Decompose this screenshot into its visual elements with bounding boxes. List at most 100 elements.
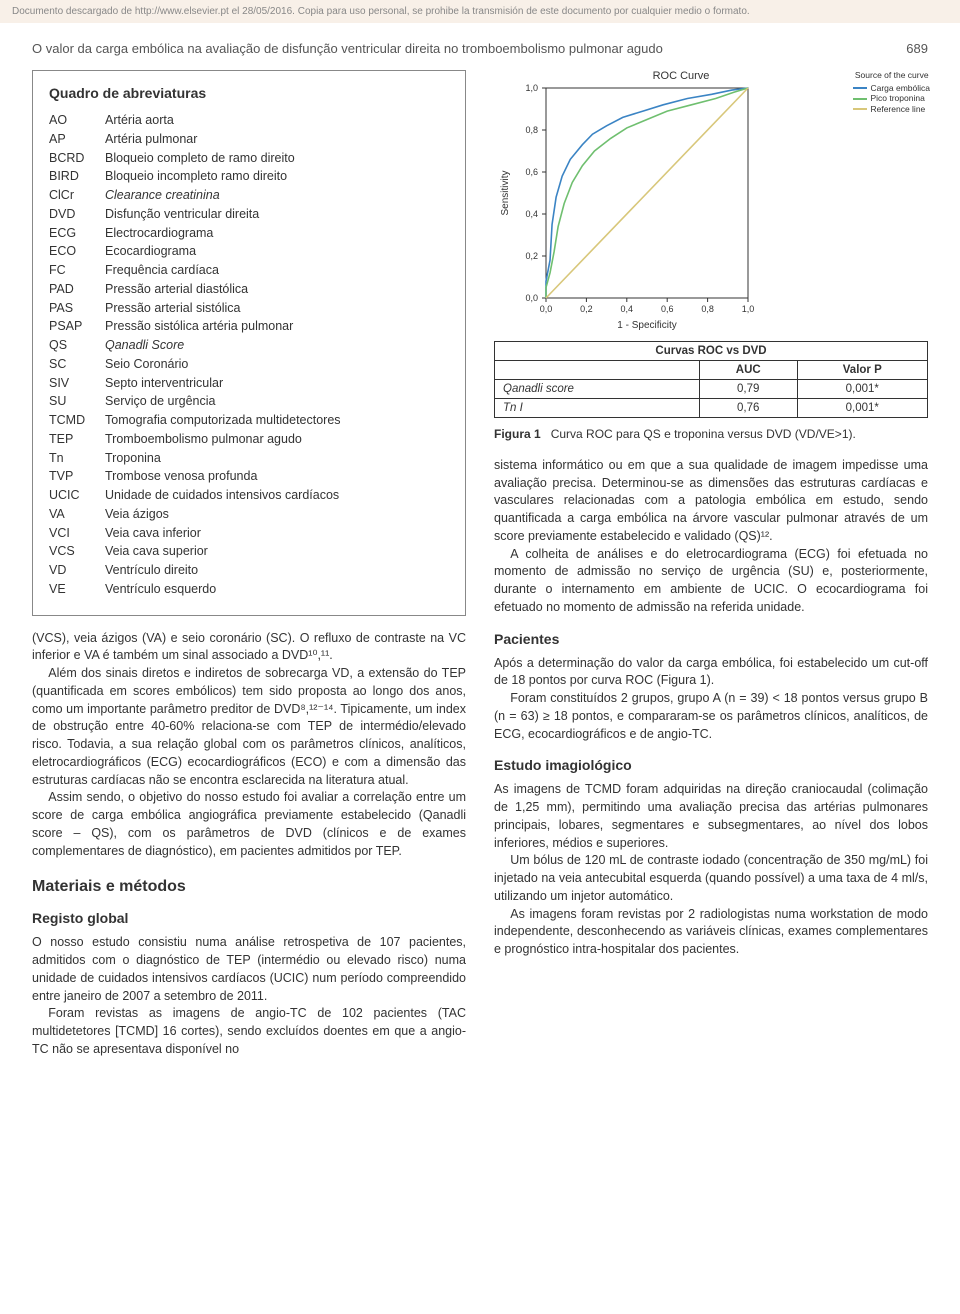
roc-table-header: AUC — [699, 361, 797, 380]
abbrev-key: VCS — [49, 542, 105, 561]
legend-swatch — [853, 108, 867, 110]
abbrev-key: UCIC — [49, 486, 105, 505]
body-paragraph: Foram revistas as imagens de angio-TC de… — [32, 1005, 466, 1058]
legend-label: Pico troponina — [870, 93, 924, 104]
roc-table-title: Curvas ROC vs DVD — [495, 342, 928, 361]
abbrev-row: DVDDisfunção ventricular direita — [49, 205, 449, 224]
abbrev-key: TEP — [49, 430, 105, 449]
abbrev-def: Artéria pulmonar — [105, 130, 449, 149]
abbrev-def: Electrocardiograma — [105, 224, 449, 243]
roc-table-cell: Tn I — [495, 399, 700, 418]
figure-1-caption: Figura 1 Curva ROC para QS e troponina v… — [494, 426, 928, 443]
abbrev-def: Veia ázigos — [105, 505, 449, 524]
svg-text:1 - Specificity: 1 - Specificity — [617, 320, 676, 331]
abbrev-def: Ventrículo direito — [105, 561, 449, 580]
abbrev-key: VE — [49, 580, 105, 599]
abbrev-def: Ventrículo esquerdo — [105, 580, 449, 599]
svg-text:0,6: 0,6 — [661, 304, 674, 314]
abbrev-key: BIRD — [49, 167, 105, 186]
watermark-banner: Documento descargado de http://www.elsev… — [0, 0, 960, 23]
body-paragraph: sistema informático ou em que a sua qual… — [494, 457, 928, 546]
abbrev-key: TVP — [49, 467, 105, 486]
legend-swatch — [853, 87, 867, 89]
abbrev-def: Pressão sistólica artéria pulmonar — [105, 317, 449, 336]
running-title: O valor da carga embólica na avaliação d… — [32, 41, 663, 56]
abbrev-row: BIRDBloqueio incompleto ramo direito — [49, 167, 449, 186]
abbrev-key: BCRD — [49, 149, 105, 168]
abbrev-def: Septo interventricular — [105, 374, 449, 393]
abbrev-row: VCIVeia cava inferior — [49, 524, 449, 543]
abbrev-def: Trombose venosa profunda — [105, 467, 449, 486]
abbrev-key: DVD — [49, 205, 105, 224]
abbrev-row: APArtéria pulmonar — [49, 130, 449, 149]
page-content: O valor da carga embólica na avaliação d… — [0, 23, 960, 1091]
abbrev-row: VCSVeia cava superior — [49, 542, 449, 561]
roc-legend-item: Reference line — [853, 104, 930, 115]
abbrev-key: PSAP — [49, 317, 105, 336]
body-paragraph: Assim sendo, o objetivo do nosso estudo … — [32, 789, 466, 860]
abbrev-row: SIVSepto interventricular — [49, 374, 449, 393]
abbrev-key: SC — [49, 355, 105, 374]
abbrev-def: Disfunção ventricular direita — [105, 205, 449, 224]
roc-table-cell: 0,76 — [699, 399, 797, 418]
running-head: O valor da carga embólica na avaliação d… — [32, 41, 928, 56]
body-paragraph: As imagens foram revistas por 2 radiolog… — [494, 906, 928, 959]
abbrev-def: Seio Coronário — [105, 355, 449, 374]
roc-table-cell: 0,79 — [699, 380, 797, 399]
svg-text:0,4: 0,4 — [621, 304, 634, 314]
section-materiais: Materiais e métodos — [32, 878, 466, 896]
abbrev-def: Veia cava inferior — [105, 524, 449, 543]
abbrev-key: FC — [49, 261, 105, 280]
figure-1-caption-text: Curva ROC para QS e troponina versus DVD… — [551, 427, 856, 441]
body-paragraph: (VCS), veia ázigos (VA) e seio coronário… — [32, 630, 466, 666]
figure-1: ROC Curve 0,00,00,20,20,40,40,60,60,80,8… — [494, 70, 928, 443]
roc-chart: 0,00,00,20,20,40,40,60,60,80,81,01,01 - … — [494, 84, 834, 332]
roc-table-header — [495, 361, 700, 380]
svg-text:0,6: 0,6 — [525, 167, 538, 177]
abbrev-row: ClCrClearance creatinina — [49, 186, 449, 205]
abbrev-row: VEVentrículo esquerdo — [49, 580, 449, 599]
abbrev-key: VA — [49, 505, 105, 524]
roc-table-cell: 0,001* — [797, 399, 927, 418]
abbrev-def: Ecocardiograma — [105, 242, 449, 261]
figure-1-label: Figura 1 — [494, 427, 541, 441]
body-paragraph: Além dos sinais diretos e indiretos de s… — [32, 665, 466, 789]
legend-label: Carga embólica — [870, 83, 930, 94]
svg-text:1,0: 1,0 — [525, 84, 538, 93]
abbrev-def: Clearance creatinina — [105, 186, 449, 205]
roc-table: Curvas ROC vs DVD AUCValor P Qanadli sco… — [494, 341, 928, 418]
abbrev-def: Serviço de urgência — [105, 392, 449, 411]
roc-legend-title: Source of the curve — [853, 70, 930, 81]
subsection-registo: Registo global — [32, 910, 466, 926]
abbrev-row: TVPTrombose venosa profunda — [49, 467, 449, 486]
legend-swatch — [853, 98, 867, 100]
left-column: Quadro de abreviaturas AOArtéria aortaAP… — [32, 70, 466, 1059]
abbrev-def: Pressão arterial diastólica — [105, 280, 449, 299]
roc-table-row: Tn I0,760,001* — [495, 399, 928, 418]
abbrev-row: VDVentrículo direito — [49, 561, 449, 580]
svg-text:0,4: 0,4 — [525, 209, 538, 219]
svg-text:0,0: 0,0 — [525, 293, 538, 303]
abbrev-key: PAS — [49, 299, 105, 318]
abbrev-def: Bloqueio incompleto ramo direito — [105, 167, 449, 186]
abbrev-def: Artéria aorta — [105, 111, 449, 130]
body-paragraph: As imagens de TCMD foram adquiridas na d… — [494, 781, 928, 852]
abbrev-def: Veia cava superior — [105, 542, 449, 561]
abbrev-row: PASPressão arterial sistólica — [49, 299, 449, 318]
abbrev-row: PSAPPressão sistólica artéria pulmonar — [49, 317, 449, 336]
svg-text:0,2: 0,2 — [580, 304, 593, 314]
abbrev-key: AO — [49, 111, 105, 130]
abbrev-row: AOArtéria aorta — [49, 111, 449, 130]
abbrev-key: PAD — [49, 280, 105, 299]
abbrev-title: Quadro de abreviaturas — [49, 85, 449, 101]
subsection-estudo: Estudo imagiológico — [494, 757, 928, 773]
abbrev-row: SCSeio Coronário — [49, 355, 449, 374]
roc-table-header: Valor P — [797, 361, 927, 380]
abbrev-row: FCFrequência cardíaca — [49, 261, 449, 280]
body-paragraph: O nosso estudo consistiu numa análise re… — [32, 934, 466, 1005]
body-paragraph: Um bólus de 120 mL de contraste iodado (… — [494, 852, 928, 905]
abbrev-row: SUServiço de urgência — [49, 392, 449, 411]
subsection-pacientes: Pacientes — [494, 631, 928, 647]
legend-label: Reference line — [870, 104, 925, 115]
roc-legend-item: Pico troponina — [853, 93, 930, 104]
